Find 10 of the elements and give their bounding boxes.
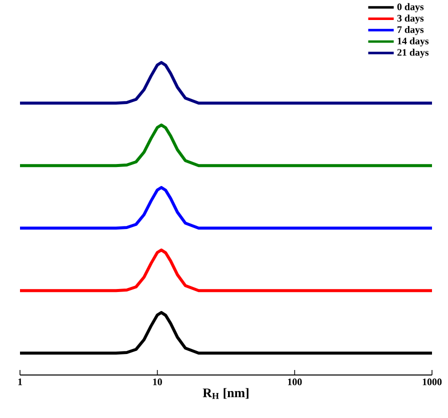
x-tick-label: 1 <box>18 378 22 386</box>
x-tick-label: 1000 <box>422 378 442 386</box>
legend-label: 21 days <box>397 48 429 58</box>
legend-label: 0 days <box>397 3 424 12</box>
legend-label: 3 days <box>397 14 424 24</box>
x-axis-title: R$_{H}$ [nm] <box>202 388 248 399</box>
legend-label: 14 days <box>398 37 429 46</box>
legend-label: 7 days <box>398 26 424 36</box>
x-tick-label: 100 <box>288 378 302 386</box>
x-tick-label: 10 <box>153 378 162 386</box>
